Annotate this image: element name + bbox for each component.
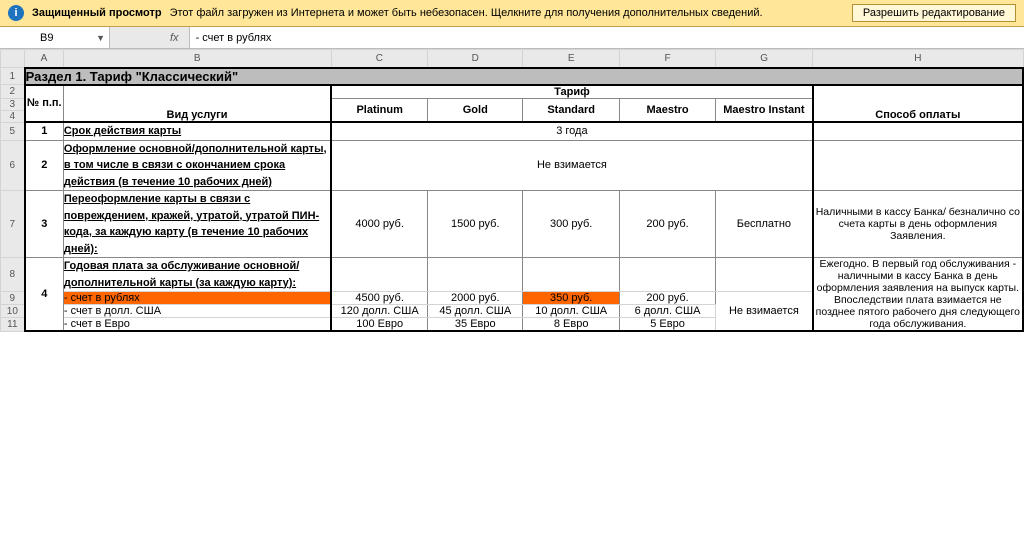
row-header[interactable]: 10 xyxy=(1,305,25,318)
name-box[interactable]: B9 ▼ xyxy=(0,27,110,48)
header-tariff[interactable]: Тариф xyxy=(331,85,812,99)
cell-gold[interactable]: 1500 руб. xyxy=(428,191,523,258)
header-standard[interactable]: Standard xyxy=(523,98,620,122)
cell-service[interactable]: Годовая плата за обслуживание основной/д… xyxy=(63,258,331,292)
cell-gold[interactable]: 45 долл. США xyxy=(428,305,523,318)
header-payment[interactable]: Способ оплаты xyxy=(813,85,1023,123)
row-header[interactable]: 2 xyxy=(1,85,25,99)
header-maestro[interactable]: Maestro xyxy=(619,98,715,122)
cell-gold[interactable]: 35 Евро xyxy=(428,318,523,332)
row-header[interactable]: 5 xyxy=(1,122,25,140)
cell-num[interactable]: 4 xyxy=(25,258,64,332)
formula-bar-value: - счет в рублях xyxy=(196,32,272,44)
cell-service[interactable]: Срок действия карты xyxy=(63,122,331,140)
header-npp[interactable]: № п.п. xyxy=(25,85,64,123)
cell-maestro[interactable]: 5 Евро xyxy=(619,318,715,332)
cell[interactable] xyxy=(619,258,715,292)
row-header[interactable]: 3 xyxy=(1,98,25,110)
cell-standard[interactable]: 350 руб. xyxy=(523,292,620,305)
grid-wrap: A B C D E F G H 1 Раздел 1. Тариф "Класс… xyxy=(0,49,1024,538)
fx-label[interactable]: fx xyxy=(110,32,189,44)
protected-view-message[interactable]: Этот файл загружен из Интернета и может … xyxy=(170,7,844,19)
cell-platinum[interactable]: 4500 руб. xyxy=(331,292,428,305)
cell-maestro[interactable]: 200 руб. xyxy=(619,191,715,258)
cell-payment[interactable] xyxy=(813,140,1023,191)
protected-view-title: Защищенный просмотр xyxy=(32,7,162,19)
cell-standard[interactable]: 10 долл. США xyxy=(523,305,620,318)
cell-standard[interactable]: 8 Евро xyxy=(523,318,620,332)
col-header[interactable]: D xyxy=(428,50,523,68)
section-title[interactable]: Раздел 1. Тариф "Классический" xyxy=(25,68,1023,85)
cell-service-eur[interactable]: - счет в Евро xyxy=(63,318,331,332)
col-header[interactable]: F xyxy=(619,50,715,68)
row-header[interactable]: 6 xyxy=(1,140,25,191)
name-box-value: B9 xyxy=(40,32,53,44)
row-header[interactable]: 11 xyxy=(1,318,25,332)
formula-bar-row: B9 ▼ fx - счет в рублях xyxy=(0,27,1024,49)
cell-platinum[interactable]: 120 долл. США xyxy=(331,305,428,318)
cell-payment[interactable] xyxy=(813,122,1023,140)
formula-bar[interactable]: - счет в рублях xyxy=(189,27,1024,48)
cell-standard[interactable]: 300 руб. xyxy=(523,191,620,258)
cell-platinum[interactable]: 100 Евро xyxy=(331,318,428,332)
cell-service[interactable]: Оформление основной/дополнительной карты… xyxy=(63,140,331,191)
cell-service-usd[interactable]: - счет в долл. США xyxy=(63,305,331,318)
col-header[interactable]: G xyxy=(716,50,813,68)
row-header[interactable]: 9 xyxy=(1,292,25,305)
cell-service[interactable]: Переоформление карты в связи с поврежден… xyxy=(63,191,331,258)
col-header[interactable]: B xyxy=(63,50,331,68)
select-all-corner[interactable] xyxy=(1,50,25,68)
cell-num[interactable]: 3 xyxy=(25,191,64,258)
cell[interactable] xyxy=(428,258,523,292)
cell-maestro[interactable]: 6 долл. США xyxy=(619,305,715,318)
header-platinum[interactable]: Platinum xyxy=(331,98,428,122)
header-service[interactable]: Вид услуги xyxy=(63,85,331,123)
cell-service-rub[interactable]: - счет в рублях xyxy=(63,292,331,305)
cell-merged[interactable]: Не взимается xyxy=(331,140,812,191)
header-gold[interactable]: Gold xyxy=(428,98,523,122)
row-header[interactable]: 8 xyxy=(1,258,25,292)
cell-payment[interactable]: Ежегодно. В первый год обслуживания - на… xyxy=(813,258,1023,332)
row-header[interactable]: 4 xyxy=(1,110,25,122)
header-maestro-instant[interactable]: Maestro Instant xyxy=(716,98,813,122)
column-header-row: A B C D E F G H xyxy=(1,50,1024,68)
cell-num[interactable]: 1 xyxy=(25,122,64,140)
cell[interactable] xyxy=(331,258,428,292)
col-header[interactable]: C xyxy=(331,50,428,68)
spreadsheet-grid[interactable]: A B C D E F G H 1 Раздел 1. Тариф "Класс… xyxy=(0,49,1024,332)
cell-maestro-instant[interactable]: Не взимается xyxy=(716,292,813,332)
cell-num[interactable]: 2 xyxy=(25,140,64,191)
cell-merged[interactable]: 3 года xyxy=(331,122,812,140)
cell-maestro-instant[interactable]: Бесплатно xyxy=(716,191,813,258)
cell-payment[interactable]: Наличными в кассу Банка/ безналично со с… xyxy=(813,191,1023,258)
row-header[interactable]: 7 xyxy=(1,191,25,258)
col-header[interactable]: A xyxy=(25,50,64,68)
chevron-down-icon[interactable]: ▼ xyxy=(96,33,105,43)
cell-maestro[interactable]: 200 руб. xyxy=(619,292,715,305)
info-icon: i xyxy=(8,5,24,21)
col-header[interactable]: H xyxy=(813,50,1023,68)
cell-platinum[interactable]: 4000 руб. xyxy=(331,191,428,258)
row-header[interactable]: 1 xyxy=(1,68,25,85)
cell[interactable] xyxy=(716,258,813,292)
cell-gold[interactable]: 2000 руб. xyxy=(428,292,523,305)
col-header[interactable]: E xyxy=(523,50,620,68)
enable-editing-button[interactable]: Разрешить редактирование xyxy=(852,4,1016,22)
protected-view-bar: i Защищенный просмотр Этот файл загружен… xyxy=(0,0,1024,27)
cell[interactable] xyxy=(523,258,620,292)
